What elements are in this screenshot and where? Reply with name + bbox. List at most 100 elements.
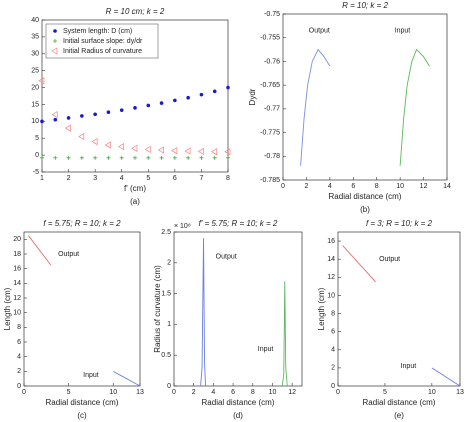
subplot: f' = 5.75; R = 10; k = 2 Radial distance … xyxy=(153,219,303,420)
y-tick-label: 8 xyxy=(17,324,21,331)
x-tick-label: 2 xyxy=(304,183,308,190)
point xyxy=(66,155,71,160)
y-tick-label: -0.78 xyxy=(264,153,280,160)
y-tick-label: -0.76 xyxy=(264,58,280,65)
point xyxy=(51,110,58,119)
y-tick-label: 0 xyxy=(35,152,39,159)
legend-marker xyxy=(51,47,58,55)
y-tick-label: 4 xyxy=(331,347,335,354)
y-tick-label: -0.775 xyxy=(260,129,280,136)
y-tick-label: 20 xyxy=(13,236,21,243)
point xyxy=(53,155,58,160)
point xyxy=(173,98,177,103)
y-tick-label: 1 xyxy=(167,321,171,328)
y-tick-label: 14 xyxy=(13,280,21,287)
x-tick-label: 2 xyxy=(192,389,196,396)
y-tick-label: 6 xyxy=(331,328,335,335)
y-tick-label: 8 xyxy=(331,310,335,317)
y-tick-label: 4 xyxy=(17,354,21,361)
caption: (d) xyxy=(233,411,243,420)
legend-marker xyxy=(53,29,57,33)
y-tick-label: 12 xyxy=(13,295,21,302)
point xyxy=(118,143,125,151)
point xyxy=(159,155,164,160)
x-tick-label: 3 xyxy=(93,175,97,182)
point xyxy=(212,89,217,94)
y-tick-label: 0 xyxy=(17,383,21,390)
chart-title: f = 3; R = 10; k = 2 xyxy=(366,219,433,228)
x-tick-label: 10 xyxy=(428,389,436,396)
x-tick-label: 0 xyxy=(281,183,285,190)
y-tick-label: 18 xyxy=(13,251,21,258)
y-tick-label: -0.755 xyxy=(260,35,280,42)
legend-label: Initial Radius of curvature xyxy=(63,48,142,55)
y-tick-label: 5 xyxy=(35,135,39,142)
x-tick-label: 5 xyxy=(146,175,150,182)
annotation: Output xyxy=(58,251,79,258)
point xyxy=(186,95,190,100)
x-tick-label: 6 xyxy=(231,389,235,396)
caption: (c) xyxy=(77,411,87,420)
x-axis-label: Radial distance (cm) xyxy=(202,398,275,407)
y-tick-label: 2 xyxy=(167,260,171,267)
x-tick-label: 12 xyxy=(288,389,296,396)
x-axis-label: Radial distance (cm) xyxy=(46,398,119,407)
point xyxy=(64,124,71,132)
axes-frame xyxy=(23,231,141,387)
point xyxy=(106,110,111,115)
line xyxy=(281,281,288,387)
x-tick-label: 13 xyxy=(136,389,144,396)
point xyxy=(40,155,44,160)
y-tick-label: 2.5 xyxy=(161,229,171,236)
line xyxy=(431,367,461,387)
point xyxy=(119,108,124,112)
subplot: R = 10; k = 2 Radial distance (cm) (b) Dydr… xyxy=(248,1,451,214)
y-tick-label: 20 xyxy=(31,84,39,91)
x-axis-label: Radial distance (cm) xyxy=(329,192,402,201)
annotation: Input xyxy=(83,372,99,379)
point xyxy=(66,116,71,120)
x-axis-label: Radial distance (cm) xyxy=(363,398,436,407)
point xyxy=(157,146,164,154)
point xyxy=(53,117,58,122)
point xyxy=(78,132,85,141)
caption: (e) xyxy=(394,411,404,420)
annotation: Output xyxy=(379,256,400,263)
y-tick-label: 25 xyxy=(31,68,39,75)
x-tick-label: 10 xyxy=(109,389,117,396)
x-tick-label: 0 xyxy=(336,389,340,396)
legend-marker xyxy=(53,39,57,43)
point xyxy=(146,103,151,108)
y-tick-label: 10 xyxy=(31,118,39,125)
axes-frame xyxy=(337,231,461,387)
x-tick-label: 2 xyxy=(67,175,71,182)
point xyxy=(197,147,204,156)
y-tick-label: 35 xyxy=(31,34,39,41)
y-tick-label: 16 xyxy=(327,238,335,245)
y-tick-label: 14 xyxy=(327,256,335,263)
x-tick-label: 10 xyxy=(396,183,404,190)
chart-title: f = 5.75; R = 10; k = 2 xyxy=(43,219,121,228)
x-tick-label: 5 xyxy=(383,389,387,396)
line xyxy=(342,245,376,283)
legend-label: Initial surface slope: dy/dr xyxy=(63,38,143,45)
x-tick-label: 0 xyxy=(22,389,26,396)
x-tick-label: 0 xyxy=(172,389,176,396)
point xyxy=(184,147,191,155)
point xyxy=(40,119,44,124)
subplot: R = 10 cm; k = 2 f' (cm) (a) 1 2 3 4 5 6 7 8 -5 0 5 10… xyxy=(31,7,231,206)
y-tick-label: 6 xyxy=(17,339,21,346)
y-axis-label: Length (cm) xyxy=(317,287,326,330)
point xyxy=(38,77,45,85)
y-tick-label: 15 xyxy=(31,101,39,108)
point xyxy=(79,155,84,160)
axes-frame xyxy=(282,13,448,181)
caption: (b) xyxy=(360,205,370,214)
y-tick-label: -0.77 xyxy=(264,106,280,113)
x-tick-label: 10 xyxy=(269,389,277,396)
line xyxy=(28,235,52,266)
point xyxy=(199,92,204,97)
y-tick-label: 16 xyxy=(13,266,21,273)
annotation: Input xyxy=(395,27,411,34)
x-tick-label: 8 xyxy=(375,183,379,190)
